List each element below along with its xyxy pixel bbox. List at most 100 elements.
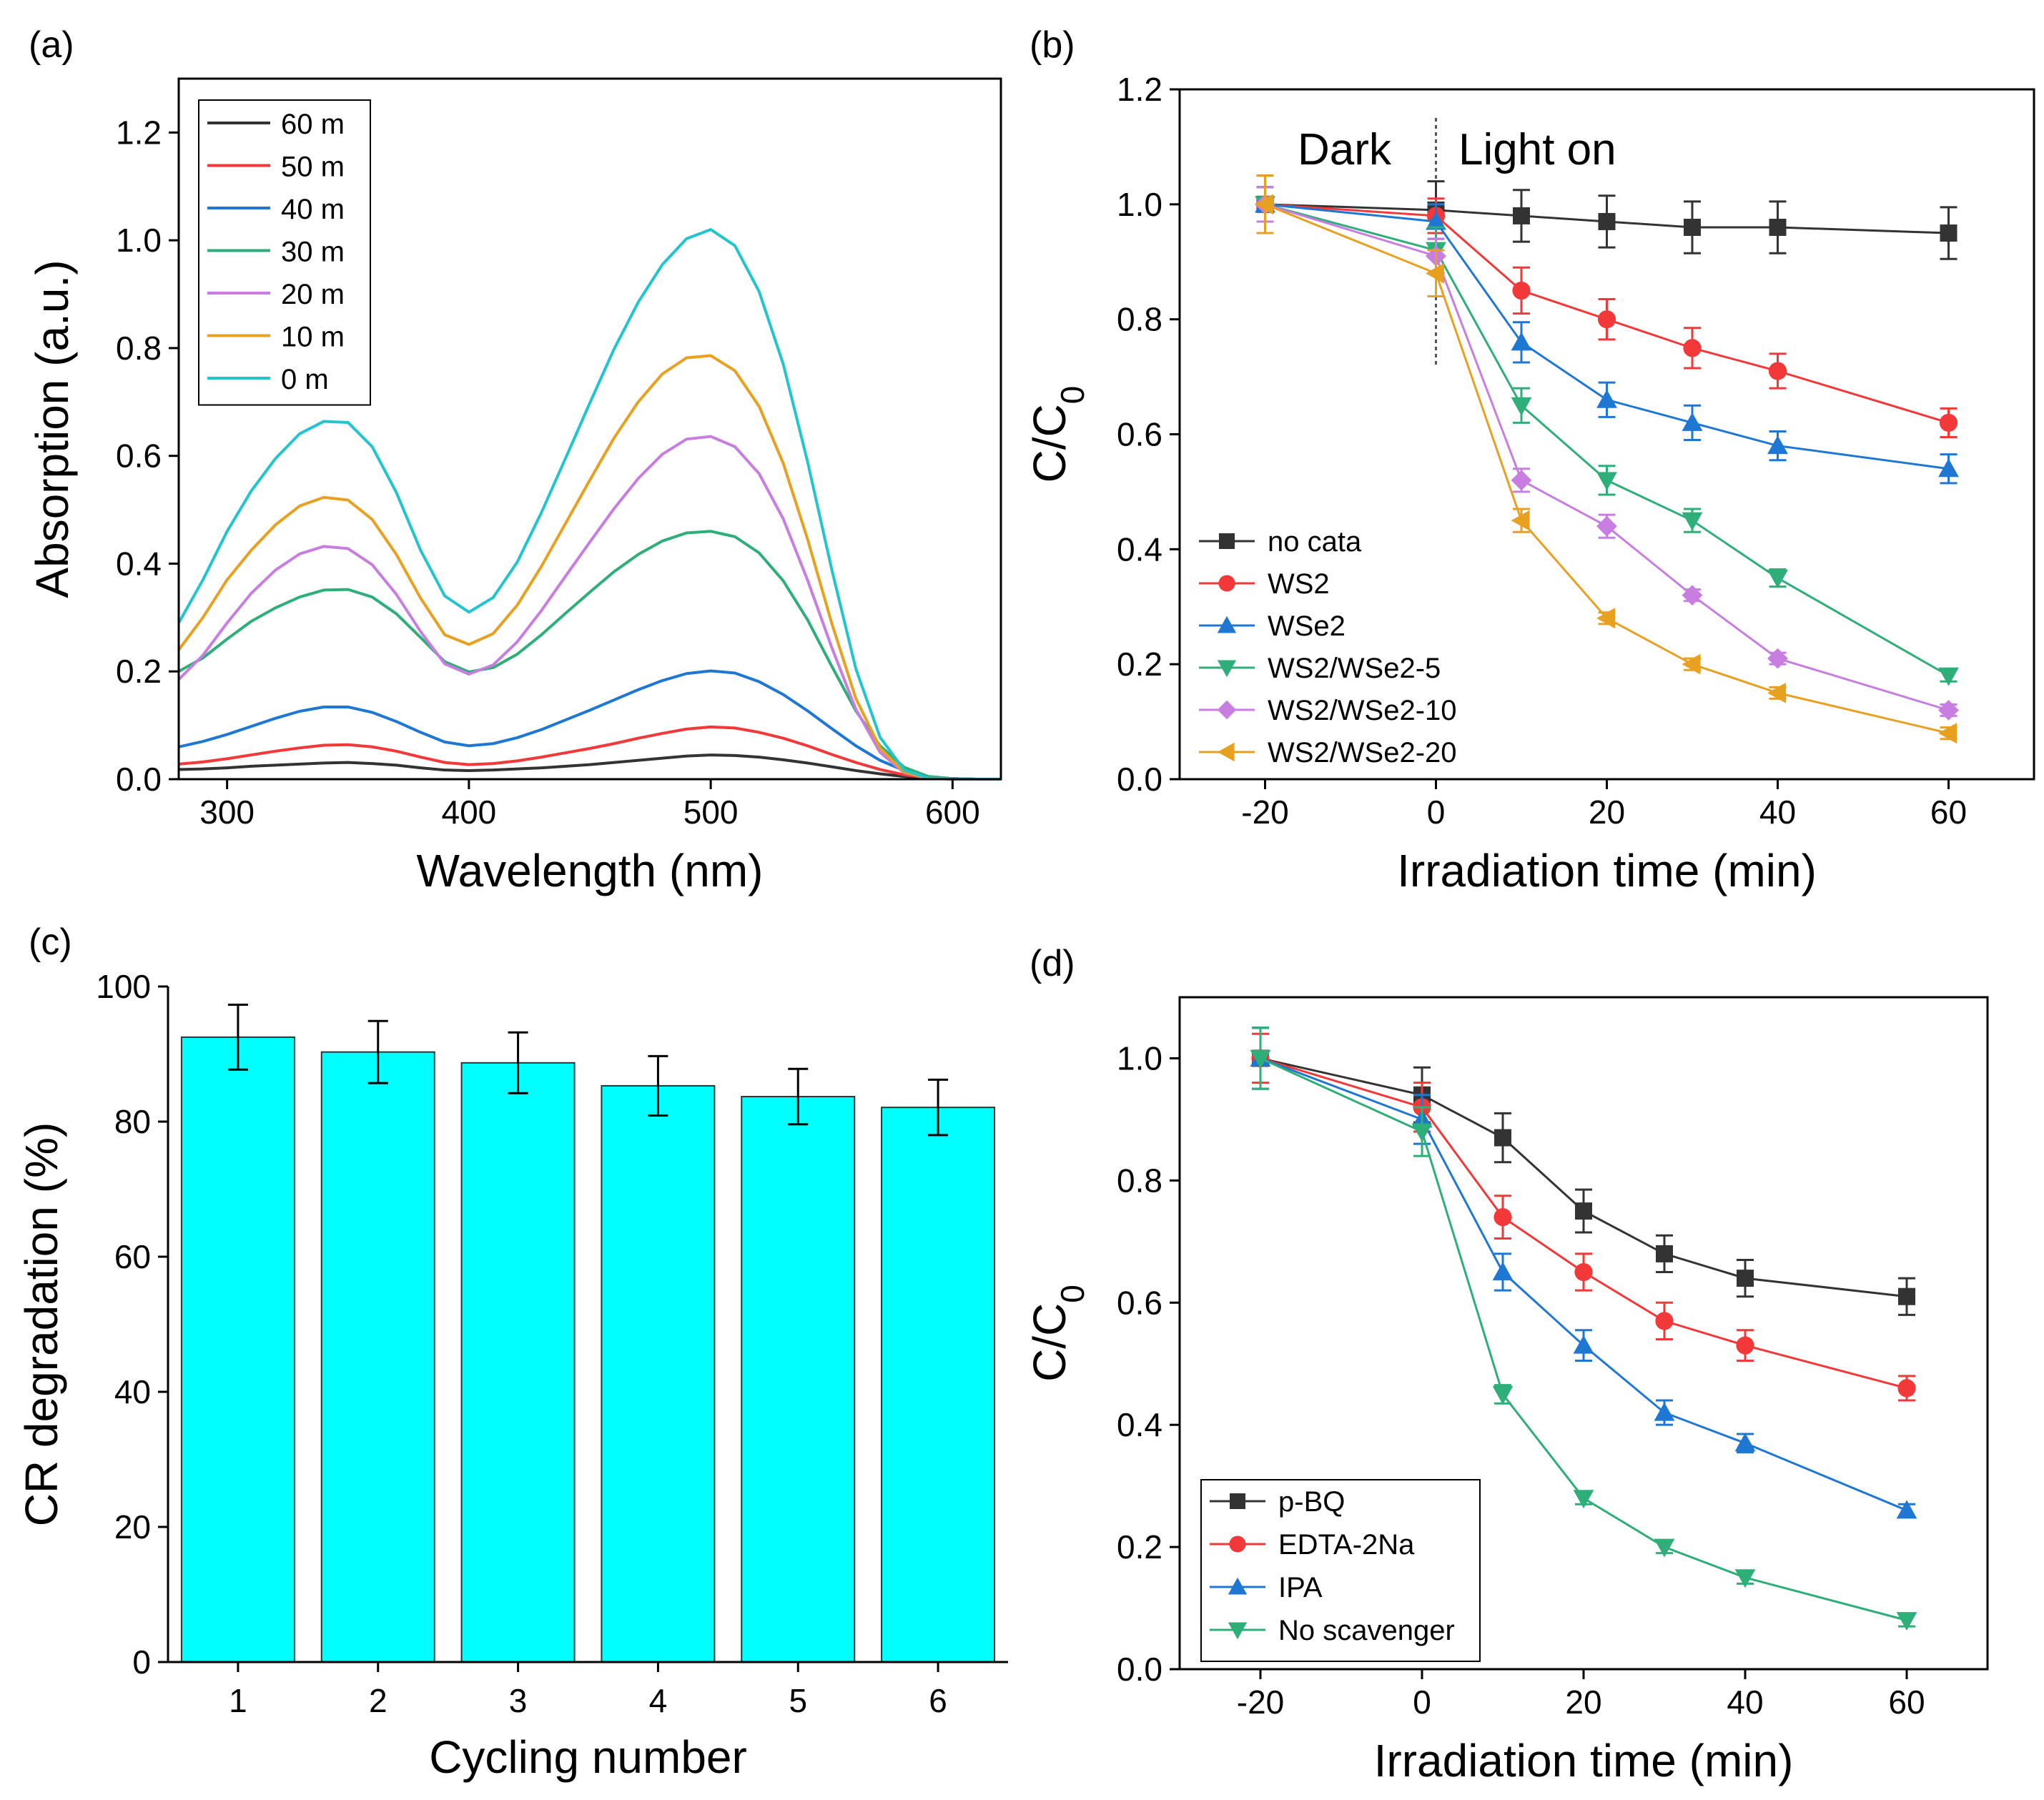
- a-xtick-label: 600: [925, 793, 980, 831]
- panel-b-degradation-chart: 0.0 0.2 0.4 0.6 0.8 1.0 1.2 -20 0 20 40 60 Irradiati…: [1024, 71, 2035, 896]
- b-data-point: [1767, 435, 1788, 455]
- a-legend-label: 30 m: [281, 237, 345, 268]
- a-ytick-label: 0.8: [116, 330, 162, 367]
- panel-label-d: (d): [1030, 943, 1075, 984]
- c-y-axis-title: CR degradation (%): [16, 1122, 67, 1527]
- a-ytick-label: 0.6: [116, 437, 162, 475]
- b-data-point: [1767, 648, 1788, 669]
- d-legend-label: No scavenger: [1278, 1615, 1455, 1646]
- a-ytick-label: 0.2: [116, 653, 162, 690]
- b-data-point: [1511, 397, 1532, 416]
- a-legend-label: 40 m: [281, 194, 345, 225]
- b-legend-marker: [1217, 660, 1237, 678]
- c-xtick-label: 2: [369, 1682, 387, 1719]
- b-legend-label: WSe2: [1268, 610, 1346, 642]
- d-legend-label: p-BQ: [1278, 1486, 1345, 1518]
- b-annotation-light-on: Light on: [1458, 125, 1616, 174]
- c-bar: [460, 1062, 576, 1663]
- b-data-point: [1938, 458, 1959, 478]
- b-ytick-label: 1.2: [1117, 71, 1162, 108]
- c-xtick-label: 5: [789, 1682, 807, 1719]
- b-data-point: [1597, 310, 1616, 329]
- c-xtick-label: 1: [229, 1682, 247, 1719]
- c-bar: [320, 1051, 435, 1663]
- d-data-point: [1734, 1433, 1756, 1452]
- d-ytick-label: 1.0: [1117, 1039, 1162, 1077]
- b-legend-label: WS2: [1268, 568, 1330, 600]
- b-data-point: [1768, 362, 1787, 380]
- d-y-axis-title: C/C0: [1024, 1285, 1091, 1382]
- series-line-50-m: [178, 725, 1001, 781]
- d-ytick-label: 0.4: [1117, 1406, 1162, 1443]
- b-ytick-label: 0.2: [1117, 646, 1162, 683]
- c-bar: [180, 1036, 295, 1663]
- b-xtick-label: 60: [1930, 793, 1967, 831]
- series-line-0-m: [177, 228, 1001, 781]
- d-data-point: [1575, 1202, 1592, 1220]
- series-line-20-m: [177, 435, 1001, 781]
- d-xtick-label: 40: [1727, 1683, 1763, 1721]
- panel-d-scavenger-chart: 0.0 0.2 0.4 0.6 0.8 1.0 -20 0 20 40 60 Irradiation …: [1024, 996, 1989, 1786]
- d-legend-box: [1200, 1479, 1481, 1662]
- b-ytick-label: 1.0: [1117, 186, 1162, 223]
- c-ytick-label: 40: [114, 1373, 151, 1410]
- d-data-point: [1574, 1262, 1593, 1282]
- d-data-point: [1411, 1123, 1433, 1142]
- b-data-point: [1684, 219, 1701, 236]
- b-annotation-dark: Dark: [1298, 125, 1392, 174]
- b-legend-label: WS2/WSe2-5: [1268, 653, 1441, 684]
- b-data-point: [1426, 211, 1446, 230]
- d-data-point: [1737, 1270, 1754, 1287]
- c-xtick-label: 4: [649, 1682, 668, 1719]
- a-xtick-label: 300: [199, 793, 255, 831]
- a-legend-label: 60 m: [281, 109, 345, 140]
- d-data-point: [1250, 1049, 1271, 1069]
- b-legend-label: no cata: [1268, 526, 1362, 558]
- b-data-point: [1683, 339, 1702, 357]
- b-data-point: [1511, 332, 1532, 351]
- b-ytick-label: 0.6: [1117, 416, 1162, 453]
- d-x-axis-title: Irradiation time (min): [1374, 1735, 1794, 1786]
- d-data-point: [1492, 1262, 1514, 1281]
- d-legend-label: EDTA-2Na: [1278, 1529, 1415, 1561]
- c-ytick-label: 20: [114, 1508, 151, 1546]
- a-ytick-label: 1.2: [116, 114, 162, 151]
- b-data-point: [1512, 281, 1531, 300]
- series-line-10-m: [177, 354, 1001, 781]
- a-legend-label: 20 m: [281, 279, 345, 310]
- b-data-point: [1682, 412, 1703, 431]
- b-data-point: [1938, 723, 1957, 744]
- d-ytick-label: 0.6: [1117, 1284, 1162, 1321]
- d-legend-marker: [1228, 1622, 1248, 1640]
- series-line-40-m: [178, 669, 1001, 781]
- b-x-axis-title: Irradiation time (min): [1397, 845, 1817, 896]
- c-bar: [601, 1084, 716, 1663]
- d-legend-marker: [1230, 1493, 1245, 1509]
- d-data-point: [1896, 1612, 1917, 1631]
- b-data-point: [1767, 682, 1787, 703]
- c-ytick-label: 80: [114, 1103, 151, 1140]
- d-data-point: [1654, 1538, 1675, 1558]
- d-data-point: [1493, 1208, 1512, 1227]
- b-ytick-label: 0.0: [1117, 761, 1162, 798]
- d-ytick-label: 0.0: [1117, 1651, 1162, 1688]
- b-legend-marker: [1217, 700, 1237, 720]
- b-legend-marker: [1217, 615, 1237, 633]
- d-data-point: [1573, 1335, 1594, 1354]
- b-data-point: [1596, 515, 1617, 537]
- b-data-point: [1511, 470, 1532, 491]
- b-data-point: [1767, 570, 1788, 588]
- b-xtick-label: -20: [1241, 793, 1288, 831]
- a-legend-label: 0 m: [281, 364, 329, 395]
- b-data-point: [1682, 585, 1703, 606]
- b-data-point: [1939, 413, 1958, 432]
- b-data-point: [1940, 224, 1957, 242]
- panel-label-b: (b): [1030, 24, 1075, 66]
- b-data-point: [1511, 510, 1530, 531]
- b-data-point: [1598, 212, 1616, 230]
- d-data-point: [1655, 1312, 1674, 1330]
- d-data-point: [1573, 1490, 1594, 1509]
- d-data-point: [1656, 1245, 1673, 1262]
